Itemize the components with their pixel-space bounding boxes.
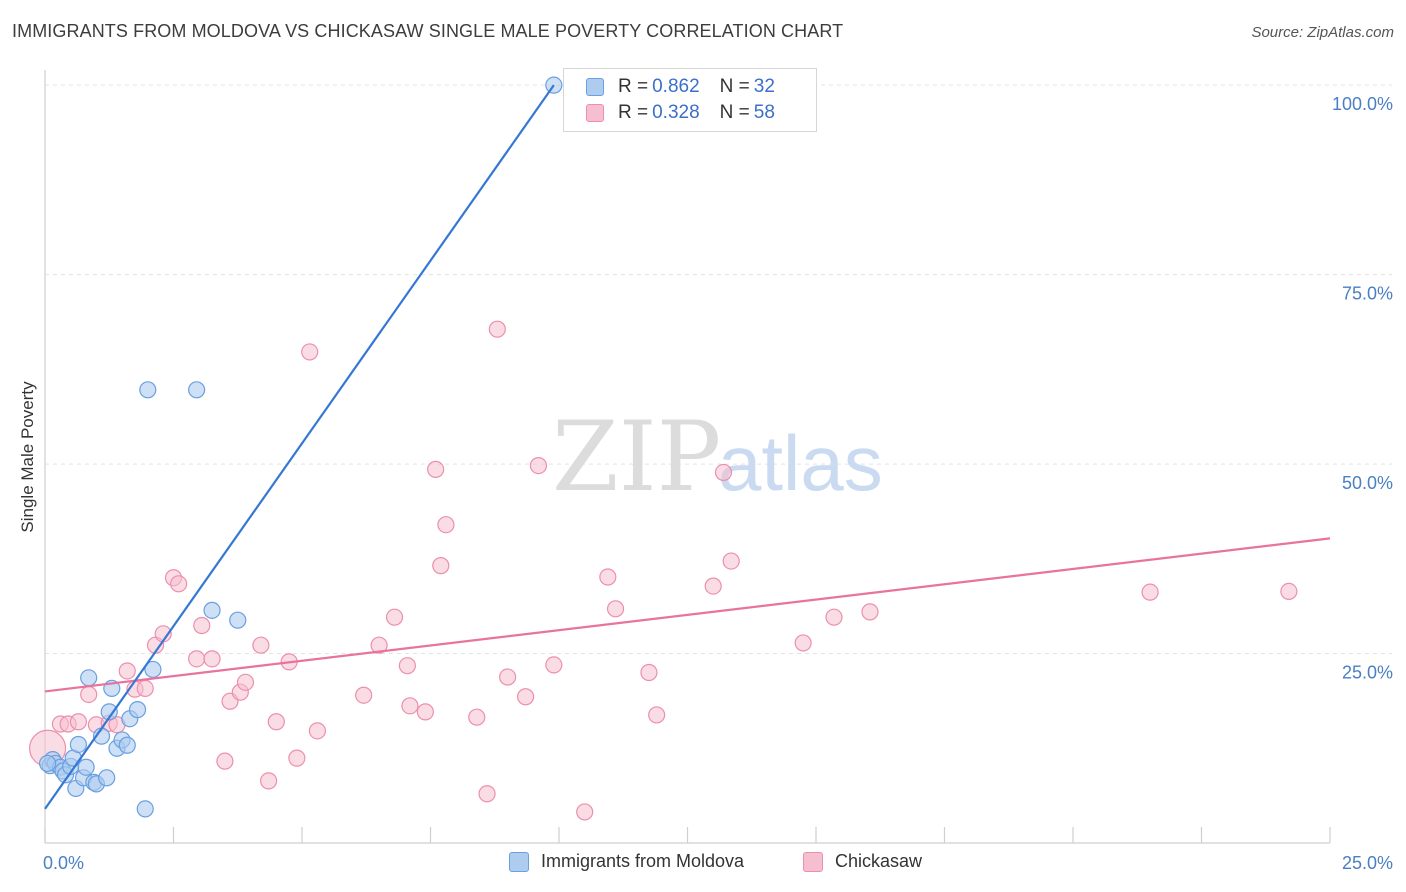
chickasaw-point xyxy=(1280,582,1298,600)
chickasaw-point xyxy=(478,785,496,803)
chickasaw-point xyxy=(355,686,373,704)
chickasaw-trend-line xyxy=(44,537,1331,693)
legend-label-moldova: Immigrants from Moldova xyxy=(541,851,745,871)
moldova-point xyxy=(118,736,136,754)
chickasaw-point xyxy=(203,650,221,668)
moldova-point xyxy=(100,703,118,721)
chickasaw-point xyxy=(499,668,517,686)
chickasaw-point xyxy=(416,703,434,721)
chickasaw-point xyxy=(1141,583,1159,601)
moldova-point xyxy=(80,669,98,687)
chickasaw-point xyxy=(861,603,879,621)
x-tick-label: 25.0% xyxy=(1342,853,1393,873)
chickasaw-point xyxy=(714,463,733,482)
moldova-point xyxy=(188,381,206,399)
legend-swatch-moldova xyxy=(509,851,529,872)
legend-n-value: 58 xyxy=(753,102,775,123)
legend-r-label: R = xyxy=(618,102,649,123)
chickasaw-point xyxy=(193,616,211,635)
y-tick-label: 50.0% xyxy=(1342,473,1393,493)
chickasaw-point xyxy=(370,636,388,654)
chickasaw-point xyxy=(288,749,306,767)
series-moldova-points xyxy=(38,76,563,818)
chickasaw-point xyxy=(398,657,416,675)
y-tick-label: 75.0% xyxy=(1342,284,1393,304)
chickasaw-point xyxy=(529,456,548,475)
moldova-point xyxy=(69,735,88,754)
axis-layer xyxy=(44,70,1331,844)
legend-r-label: R = xyxy=(618,76,649,97)
chickasaw-point xyxy=(437,516,455,534)
watermark-atlas: atlas xyxy=(718,419,883,507)
chickasaw-point xyxy=(488,320,506,338)
chickasaw-point xyxy=(188,650,206,668)
chickasaw-point xyxy=(599,568,617,586)
grid-layer xyxy=(45,84,1392,655)
moldova-point xyxy=(139,381,157,399)
chickasaw-point xyxy=(432,557,450,575)
chickasaw-point xyxy=(640,663,658,682)
legend-label-chickasaw: Chickasaw xyxy=(835,851,923,871)
series-legend: Immigrants from Moldova Chickasaw xyxy=(0,851,1406,879)
moldova-point xyxy=(229,611,247,629)
y-tick-label: 25.0% xyxy=(1342,663,1393,683)
chickasaw-point xyxy=(301,343,319,361)
legend-swatch-moldova xyxy=(586,78,604,96)
legend-row-moldova: R = 0.862 N = 32 xyxy=(564,74,775,100)
moldova-point xyxy=(203,601,221,619)
legend-r-value: 0.862 xyxy=(652,76,700,97)
chickasaw-point xyxy=(427,460,445,478)
legend-r-value: 0.328 xyxy=(652,102,700,123)
chickasaw-point xyxy=(825,608,843,626)
source-label: Source: ZipAtlas.com xyxy=(1251,24,1394,41)
moldova-point xyxy=(77,758,95,776)
moldova-point xyxy=(38,754,57,773)
chart-title: IMMIGRANTS FROM MOLDOVA VS CHICKASAW SIN… xyxy=(12,21,844,41)
stats-legend: R = 0.862 N = 32 R = 0.328 N = 58 xyxy=(563,68,817,132)
chickasaw-point xyxy=(468,708,486,726)
chickasaw-point xyxy=(252,636,270,654)
chickasaw-point xyxy=(216,752,234,770)
moldova-point xyxy=(144,660,162,679)
chickasaw-point xyxy=(236,673,255,691)
moldova-point xyxy=(136,800,154,818)
x-tick-label: 0.0% xyxy=(43,853,84,873)
watermark: ZIP atlas xyxy=(552,401,883,513)
moldova-trend-line xyxy=(44,84,555,810)
legend-row-chickasaw: R = 0.328 N = 58 xyxy=(564,100,775,126)
chickasaw-point xyxy=(576,803,594,821)
chickasaw-point xyxy=(545,656,563,674)
chickasaw-point xyxy=(722,552,740,570)
legend-swatch-chickasaw xyxy=(803,851,823,872)
chickasaw-point xyxy=(267,713,285,731)
chickasaw-point xyxy=(136,679,154,698)
chickasaw-point xyxy=(401,697,419,715)
watermark-zip: ZIP xyxy=(552,401,721,513)
series-chickasaw-points xyxy=(28,320,1298,821)
chickasaw-point xyxy=(170,575,188,593)
chickasaw-point xyxy=(118,662,136,680)
chickasaw-point xyxy=(80,685,98,704)
chickasaw-point xyxy=(794,634,812,652)
trend-lines xyxy=(44,84,1331,810)
legend-n-label: N = xyxy=(719,76,750,97)
moldova-point xyxy=(98,769,116,787)
moldova-point xyxy=(128,701,147,719)
chickasaw-point xyxy=(606,600,625,618)
legend-item-chickasaw[interactable]: Chickasaw xyxy=(803,851,922,872)
y-tick-label: 100.0% xyxy=(1332,94,1393,114)
legend-item-moldova[interactable]: Immigrants from Moldova xyxy=(509,851,744,872)
chickasaw-point xyxy=(308,722,327,740)
chickasaw-point xyxy=(385,608,404,626)
chickasaw-point xyxy=(69,713,88,731)
chickasaw-point xyxy=(648,706,666,724)
chickasaw-point xyxy=(259,772,278,790)
tick-labels: 25.0% 50.0% 75.0% 100.0% 0.0% 25.0% xyxy=(43,94,1393,873)
chickasaw-point xyxy=(516,688,535,706)
legend-n-label: N = xyxy=(719,102,750,123)
legend-n-value: 32 xyxy=(753,76,775,97)
chickasaw-point xyxy=(704,577,722,595)
legend-swatch-chickasaw xyxy=(586,104,604,122)
